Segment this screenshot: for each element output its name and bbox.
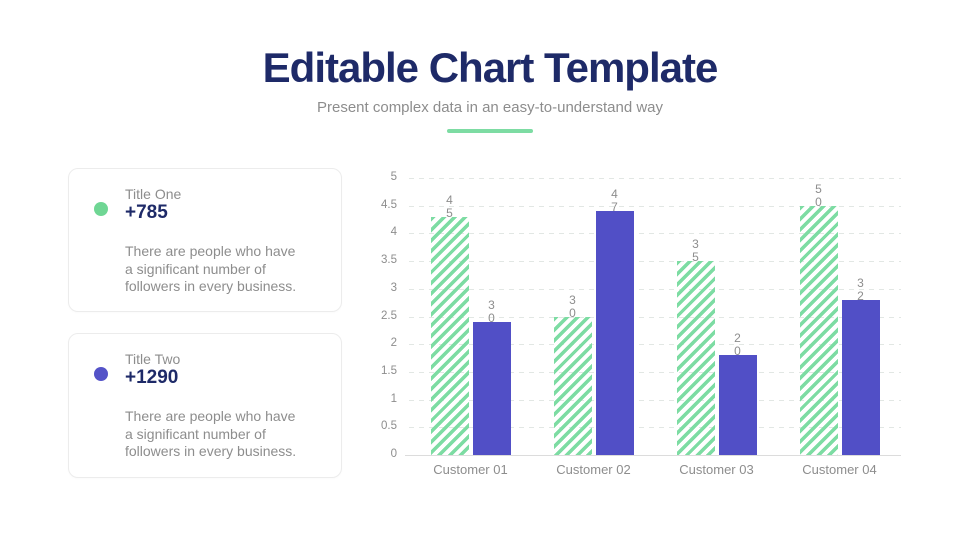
x-axis-tick-label-customer-03: Customer 03 — [679, 462, 754, 477]
bar-value-label: 3 5 — [692, 237, 699, 265]
green-bar-customer-01 — [430, 216, 469, 455]
purple-bar-customer-01 — [472, 322, 511, 455]
bar-value-label: 3 2 — [857, 275, 864, 303]
y-axis-tick-label: 2.5 — [381, 309, 397, 322]
y-axis-tick-label: 1.5 — [381, 364, 397, 377]
x-axis-tick-label-customer-02: Customer 02 — [556, 462, 631, 477]
y-axis-tick-label: 2 — [390, 337, 397, 350]
x-axis-line — [405, 455, 901, 456]
gridline — [409, 261, 901, 263]
bar-value-label: 3 0 — [488, 298, 495, 326]
green-bar-customer-04 — [799, 205, 838, 455]
purple-legend-dot-icon — [94, 367, 108, 381]
gridline — [409, 205, 901, 207]
bar-value-label: 2 0 — [734, 331, 741, 359]
gridline — [409, 399, 901, 401]
y-axis-tick-label: 1 — [390, 392, 397, 405]
purple-bar-customer-02 — [595, 211, 634, 455]
card-value: +1290 — [125, 367, 179, 388]
card-description: There are people who have a significant … — [125, 408, 297, 459]
bar-value-label: 4 5 — [446, 192, 453, 220]
purple-bar-customer-04 — [841, 299, 880, 455]
y-axis-tick-label: 4 — [390, 226, 397, 239]
gridline — [409, 344, 901, 346]
green-bar-customer-02 — [553, 316, 592, 455]
page-subtitle: Present complex data in an easy-to-under… — [316, 99, 664, 116]
card-title: Title One — [125, 186, 182, 202]
gridline — [409, 178, 901, 179]
gridline — [409, 427, 901, 429]
green-legend-dot-icon — [94, 202, 108, 216]
y-axis-tick-label: 0 — [390, 448, 397, 460]
gridline — [409, 316, 901, 318]
green-bar-customer-03 — [676, 261, 715, 455]
x-axis-tick-label-customer-04: Customer 04 — [802, 462, 877, 477]
y-axis-tick-label: 0.5 — [381, 420, 397, 433]
card-description: There are people who have a significant … — [125, 243, 297, 294]
card-title: Title Two — [125, 351, 181, 367]
y-axis-tick-label: 3.5 — [381, 254, 397, 267]
y-axis-tick-label: 4.5 — [381, 198, 397, 211]
purple-bar-customer-03 — [718, 355, 757, 455]
gridline — [409, 233, 901, 235]
grouped-bar-chart: 0 0.5 1 1.5 2 2.5 3 3.5 4 4.5 5 4 5 3 0 Customer 01 3 … — [381, 171, 901, 477]
stat-card-title-two: Title Two +1290 There are people who hav… — [68, 333, 342, 478]
title-underline-accent — [447, 129, 533, 133]
x-axis-tick-label-customer-01: Customer 01 — [433, 462, 508, 477]
gridline — [409, 371, 901, 373]
stat-card-title-one: Title One +785 There are people who have… — [68, 168, 342, 312]
bar-value-label: 5 0 — [815, 181, 822, 209]
y-axis-tick-label: 3 — [390, 281, 397, 294]
card-value: +785 — [125, 202, 168, 223]
bar-value-label: 4 7 — [611, 187, 618, 215]
gridline — [409, 288, 901, 290]
bar-value-label: 3 0 — [569, 292, 576, 320]
y-axis-tick-label: 5 — [390, 171, 397, 183]
page-title: Editable Chart Template — [262, 44, 719, 91]
